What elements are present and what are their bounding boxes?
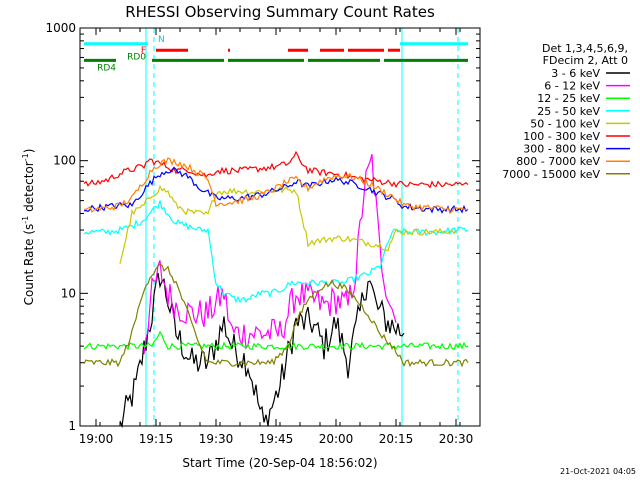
legend-header-line1: Det 1,3,4,5,6,9, (542, 42, 628, 55)
y-axis-label: Count Rate (s-1 detector-1) (21, 149, 36, 306)
y-axis-label-sup2: -1 (21, 153, 30, 161)
y-axis-ticks: 1 10 100 1000 (45, 21, 480, 433)
x-tick-label-4: 20:00 (319, 432, 354, 446)
legend-label-2: 12 - 25 keV (537, 92, 600, 105)
x-tick-label-3: 19:45 (259, 432, 294, 446)
series-line-8 (83, 263, 469, 368)
y-tick-label-2: 100 (53, 154, 76, 168)
legend-label-1: 6 - 12 keV (544, 80, 600, 93)
legend-label-3: 25 - 50 keV (537, 105, 600, 118)
chart-title: RHESSI Observing Summary Count Rates (125, 3, 435, 21)
x-tick-label-6: 20:30 (439, 432, 474, 446)
series-line-5 (83, 150, 469, 189)
y-tick-label-3: 1000 (45, 21, 76, 35)
series-line-1 (143, 154, 397, 355)
y-axis-label-end: ) (22, 149, 36, 154)
y-axis-label-main: Count Rate (s (22, 224, 36, 306)
y-tick-label-0: 1 (68, 419, 76, 433)
x-tick-label-5: 20:15 (379, 432, 414, 446)
legend-label-0: 3 - 6 keV (551, 67, 600, 80)
legend-header-line2: FDecim 2, Att 0 (543, 54, 628, 67)
legend-label-4: 50 - 100 keV (530, 117, 600, 130)
series-line-3 (83, 200, 469, 304)
flag-label-n: N (158, 35, 165, 45)
legend-label-5: 100 - 300 keV (523, 130, 600, 143)
y-axis-label-sup1: -1 (21, 216, 30, 224)
x-tick-label-0: 19:00 (79, 432, 114, 446)
footer-date: 21-Oct-2021 04:05 (560, 467, 636, 476)
x-tick-label-1: 19:15 (139, 432, 174, 446)
flag-label-f: F (141, 46, 146, 56)
series-line-0 (119, 272, 405, 429)
plot-frame (79, 27, 481, 427)
series-line-7 (83, 157, 469, 214)
series-line-2 (83, 330, 469, 351)
flag-label-rd4: RD4 (97, 63, 116, 73)
x-axis-label: Start Time (20-Sep-04 18:56:02) (182, 456, 377, 470)
y-axis-label-mid: detector (22, 161, 36, 216)
x-axis-ticks: 19:00 19:15 19:30 19:45 20:00 20:15 20:30 (79, 28, 481, 446)
series-line-6 (83, 166, 469, 215)
legend-label-6: 300 - 800 keV (523, 143, 600, 156)
flag-label-rd0: RD0 (127, 53, 146, 63)
y-tick-label-1: 10 (61, 286, 76, 300)
series-line-4 (119, 184, 457, 264)
x-tick-label-2: 19:30 (199, 432, 234, 446)
legend-label-8: 7000 - 15000 keV (502, 168, 600, 181)
legend: Det 1,3,4,5,6,9, FDecim 2, Att 0 3 - 6 k… (502, 42, 630, 181)
legend-label-7: 800 - 7000 keV (516, 155, 600, 168)
